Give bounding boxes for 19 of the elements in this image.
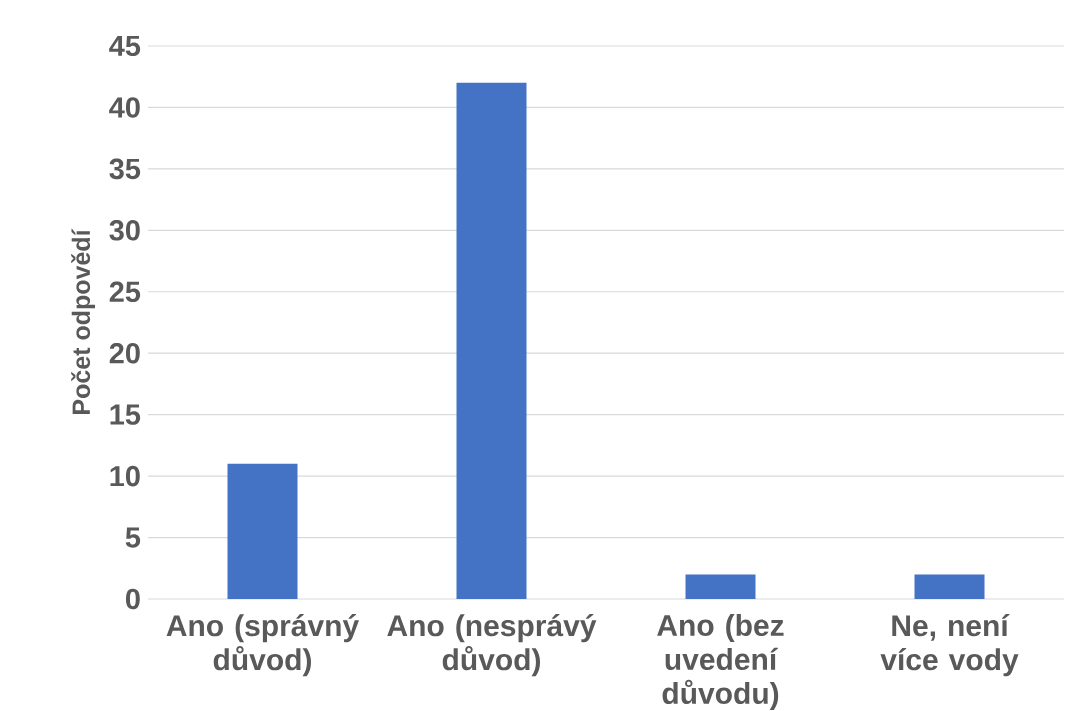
y-tick-label: 10 [110,465,140,487]
y-tick-label: 20 [109,342,140,364]
x-tick-label: Ano (nesprávý důvod) [387,614,597,677]
y-tick-label: 30 [109,220,140,241]
bar [456,82,527,599]
y-tick-label: 40 [109,97,140,118]
y-tick-label: 0 [125,588,140,610]
y-tick-label: 5 [125,527,141,548]
x-tick-label: Ano (bez uvedení důvodu) [657,614,784,710]
x-tick-label: Ne, není více vody [880,614,1019,677]
y-tick-label: 15 [110,404,141,425]
y-tick-label: 25 [109,281,141,303]
bar [914,574,985,599]
y-axis-title: Počet odpovědí [71,228,96,414]
bar [685,574,756,599]
y-tick-label: 35 [109,158,141,180]
bar [227,463,298,599]
y-tick-label: 45 [109,35,141,57]
x-tick-label: Ano (správný důvod) [166,614,360,677]
